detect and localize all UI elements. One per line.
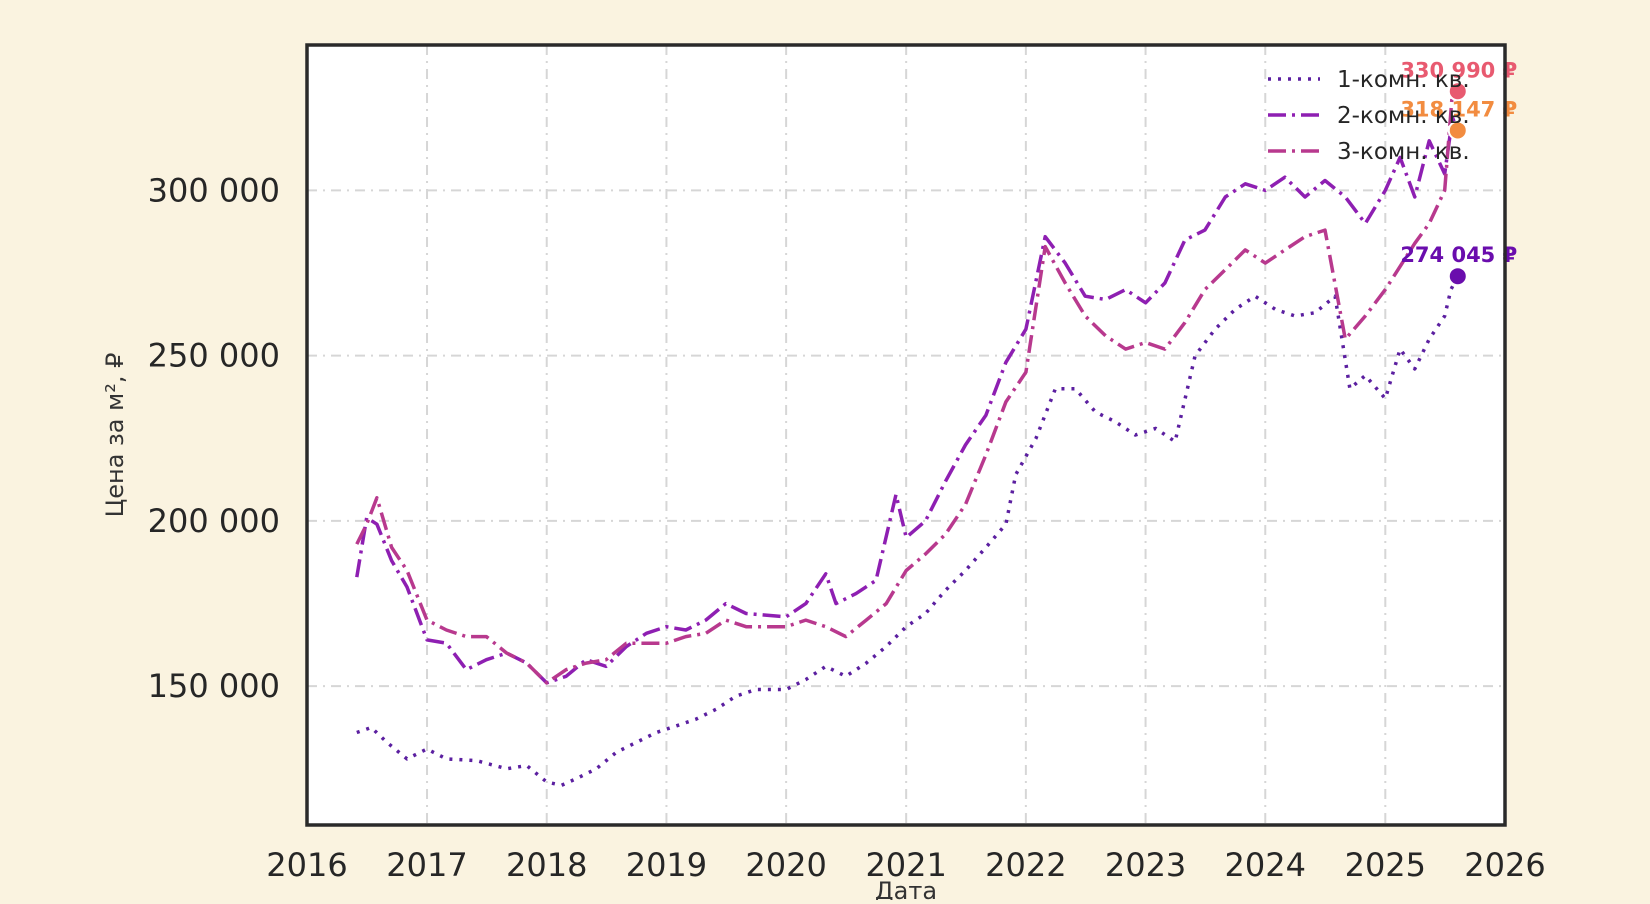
- legend-label: 2-комн. кв.: [1337, 103, 1470, 129]
- x-tick-label: 2024: [1225, 846, 1306, 884]
- endpoint-value-label: 318 147 ₽: [1400, 97, 1517, 121]
- endpoint-marker: [1447, 266, 1468, 287]
- endpoint-layer: 330 990 ₽ 318 147 ₽ 274 045 ₽: [1400, 58, 1517, 287]
- legend-label: 1-комн. кв.: [1337, 67, 1470, 93]
- endpoint-marker: [1447, 81, 1468, 102]
- legend: 1-комн. кв. 2-комн. кв. 3-комн. кв.: [1268, 67, 1470, 165]
- series-layer: [355, 89, 1460, 788]
- x-tick-label: 2025: [1345, 846, 1426, 884]
- y-tick-label: 150 000: [148, 667, 280, 705]
- x-tick-label: 2018: [506, 846, 587, 884]
- x-tick-label: 2016: [266, 846, 347, 884]
- tick-layer: 2016 2017 2018 2019 2020 2021 2022 2023 2024 2025…: [148, 171, 1546, 884]
- y-tick-label: 300 000: [148, 171, 280, 209]
- endpoint-value-label: 330 990 ₽: [1400, 58, 1517, 82]
- x-axis-label: Дата: [875, 877, 937, 900]
- x-tick-label: 2020: [745, 846, 826, 884]
- y-tick-label: 250 000: [148, 337, 280, 375]
- x-tick-label: 2019: [626, 846, 707, 884]
- endpoint-marker: [1447, 120, 1468, 141]
- x-tick-label: 2026: [1464, 846, 1545, 884]
- plot-frame: [305, 43, 1507, 827]
- legend-label: 3-комн. кв.: [1337, 139, 1470, 165]
- x-tick-label: 2021: [865, 846, 946, 884]
- series-line-3: [355, 89, 1458, 685]
- x-tick-label: 2023: [1105, 846, 1186, 884]
- series-line-2: [355, 115, 1460, 685]
- x-tick-label: 2022: [985, 846, 1066, 884]
- x-tick-label: 2017: [386, 846, 467, 884]
- y-axis-label: Цена за м², ₽: [101, 353, 129, 518]
- endpoint-value-label: 274 045 ₽: [1400, 243, 1517, 267]
- y-tick-label: 200 000: [148, 502, 280, 540]
